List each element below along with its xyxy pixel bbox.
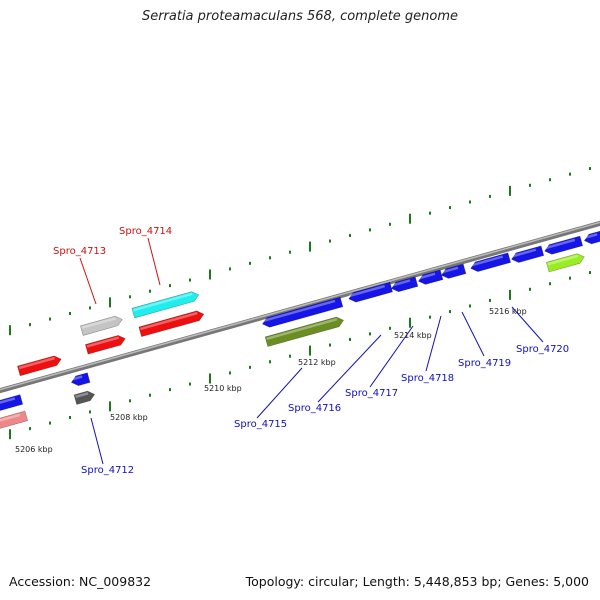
scale-label-5208: 5208 kbp [110, 413, 148, 422]
gene-label-spro-4717[interactable]: Spro_4717 [345, 388, 398, 399]
leader-spro-4719 [461, 311, 485, 357]
genome-backbone [0, 220, 600, 394]
gene-forward-red[interactable] [17, 354, 62, 377]
gene-spro-4715-olive[interactable] [264, 315, 345, 347]
tick-marks [9, 167, 591, 440]
genome-summary-text: Topology: circular; Length: 5,448,853 bp… [245, 574, 589, 589]
accession-text: Accession: NC_009832 [9, 574, 152, 589]
gene-reverse-blue-5[interactable] [440, 263, 467, 280]
gene-reverse-blue-8[interactable] [543, 235, 584, 256]
leader-spro-4717 [369, 325, 414, 388]
gene-label-spro-4712[interactable]: Spro_4712 [81, 465, 134, 476]
gene-label-spro-4718[interactable]: Spro_4718 [401, 373, 454, 384]
gene-spro-4714[interactable] [138, 309, 205, 338]
gene-reverse-blue-1[interactable] [261, 296, 344, 329]
scale-label-5210: 5210 kbp [204, 384, 242, 393]
scale-label-5206: 5206 kbp [15, 445, 53, 454]
gene-lime[interactable] [545, 252, 585, 273]
gene-edge-blue[interactable] [0, 394, 24, 414]
scale-label-5212: 5212 kbp [298, 358, 336, 367]
gene-reverse-blue-2[interactable] [347, 281, 393, 303]
leader-spro-4720 [511, 306, 544, 343]
gene-spro-4712-blue[interactable] [70, 372, 91, 387]
gene-reverse-blue-3[interactable] [390, 276, 419, 294]
scale-label-5214: 5214 kbp [394, 331, 432, 340]
leader-spro-4714 [147, 237, 161, 286]
gene-reverse-blue-4[interactable] [417, 269, 444, 286]
gene-label-spro-4713[interactable]: Spro_4713 [53, 246, 106, 257]
gene-edge-pink[interactable] [0, 410, 29, 431]
gene-label-spro-4716[interactable]: Spro_4716 [288, 403, 341, 414]
leader-spro-4713 [79, 257, 97, 305]
gene-reverse-blue-7[interactable] [510, 245, 545, 264]
map-title: Serratia proteamaculans 568, complete ge… [141, 9, 459, 24]
gene-spro-4713-grey[interactable] [80, 315, 123, 336]
gene-spro-4712-grey[interactable] [73, 389, 96, 405]
leader-spro-4716 [317, 334, 382, 403]
label-leader-lines [79, 237, 544, 465]
scale-label-5216: 5216 kbp [489, 307, 527, 316]
gene-spro-4714-cyan[interactable] [131, 290, 200, 319]
gene-reverse-blue-6[interactable] [469, 252, 511, 273]
gene-reverse-blue-9[interactable] [583, 230, 600, 245]
gene-label-spro-4720[interactable]: Spro_4720 [516, 344, 569, 355]
gene-spro-4713[interactable] [85, 334, 126, 355]
gene-label-spro-4715[interactable]: Spro_4715 [234, 419, 287, 430]
gene-features [0, 230, 600, 430]
genome-backbone-highlight [0, 221, 600, 391]
gene-label-spro-4714[interactable]: Spro_4714 [119, 226, 172, 237]
leader-spro-4712 [90, 417, 104, 465]
gene-label-spro-4719[interactable]: Spro_4719 [458, 358, 511, 369]
leader-spro-4718 [425, 315, 442, 372]
leader-spro-4715 [256, 367, 303, 419]
